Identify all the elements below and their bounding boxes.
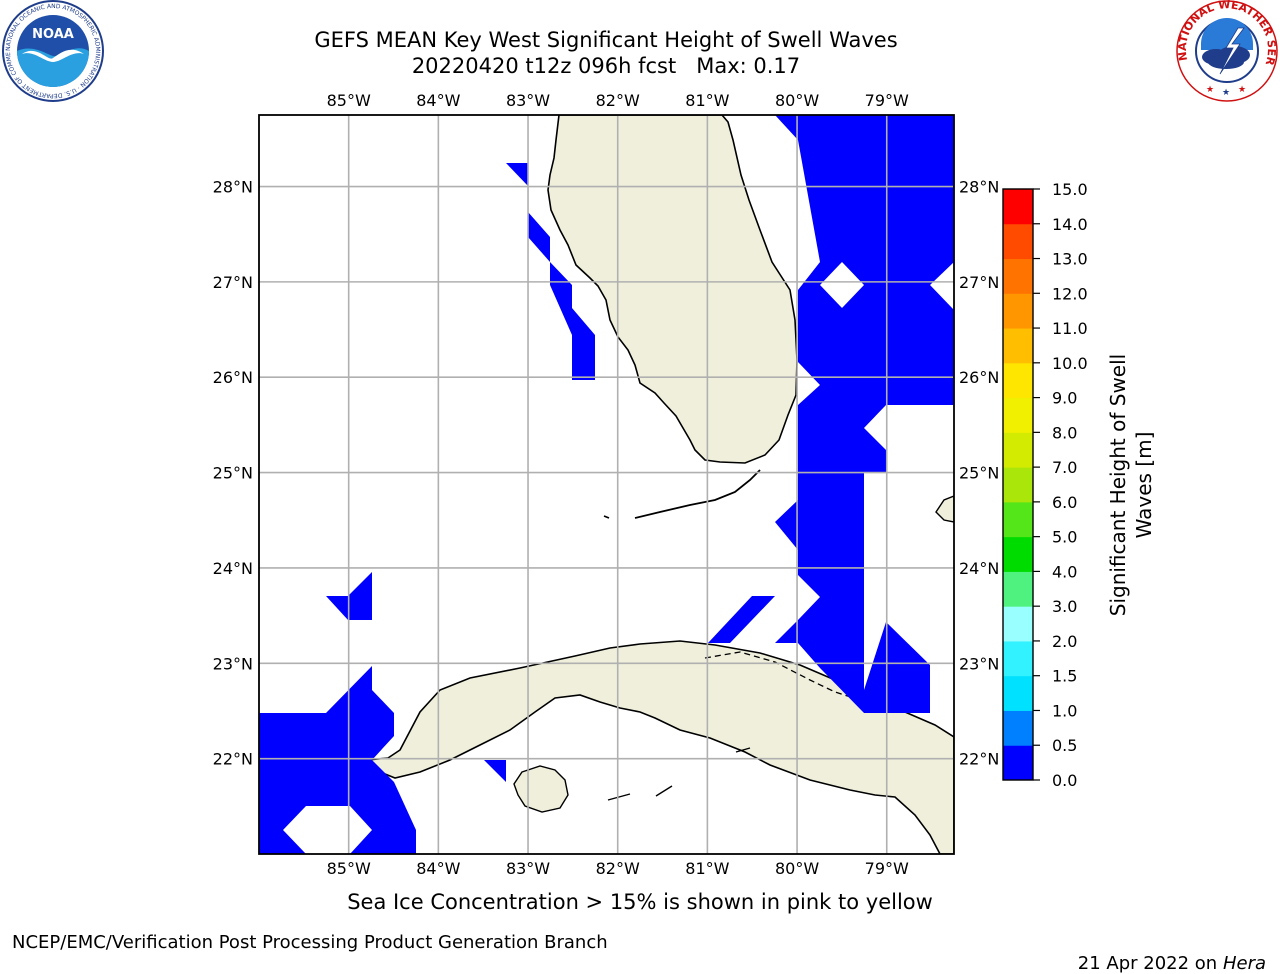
nws-logo: NATIONAL WEATHER SERVICE ★ ★ ★ — [1172, 0, 1278, 102]
colorbar-bin — [1003, 362, 1033, 399]
colorbar-bin — [1003, 640, 1033, 677]
noaa-logo-text: NOAA — [32, 27, 74, 42]
island-small — [603, 515, 610, 519]
colorbar-bin — [1003, 710, 1033, 746]
footer-credit: NCEP/EMC/Verification Post Processing Pr… — [12, 932, 608, 953]
colorbar-tick-label: 0.0 — [1052, 771, 1077, 790]
lat-tick-left: 25°N — [213, 464, 253, 483]
colorbar-bin — [1003, 745, 1033, 781]
colorbar-bin — [1003, 432, 1033, 468]
lat-tick-right: 25°N — [959, 464, 999, 483]
land-cuba — [350, 640, 954, 854]
lat-tick-left: 24°N — [213, 559, 253, 578]
lat-tick-right: 27°N — [959, 273, 999, 292]
lat-tick-right: 22°N — [959, 750, 999, 769]
footer-host: Hera — [1222, 953, 1266, 974]
map-title: GEFS MEAN Key West Significant Height of… — [314, 28, 898, 52]
swell-gulf-1 — [506, 163, 528, 186]
swell-yucatan-hole — [283, 806, 372, 854]
svg-text:★: ★ — [1238, 85, 1246, 95]
colorbar-tick-label: 4.0 — [1052, 562, 1077, 581]
colorbar-bin — [1003, 293, 1033, 329]
lat-tick-right: 28°N — [959, 178, 999, 197]
colorbar-tick-label: 8.0 — [1052, 423, 1077, 442]
lon-tick-top: 84°W — [416, 91, 460, 110]
svg-text:★: ★ — [1206, 85, 1214, 95]
swell-atlantic-hole — [820, 262, 864, 308]
sea-ice-note: Sea Ice Concentration > 15% is shown in … — [347, 890, 933, 914]
lon-tick-bottom: 85°W — [327, 859, 371, 878]
land-bahamas — [935, 495, 954, 523]
colorbar-tick-label: 10.0 — [1052, 354, 1088, 373]
colorbar-bin — [1003, 536, 1033, 572]
lon-tick-bottom: 84°W — [416, 859, 460, 878]
lon-tick-top: 80°W — [775, 91, 819, 110]
colorbar-tick-label: 6.0 — [1052, 493, 1077, 512]
cuba-north-cays — [704, 651, 861, 701]
colorbar-tick-label: 1.5 — [1052, 667, 1077, 686]
lat-tick-left: 28°N — [213, 178, 253, 197]
lat-tick-right: 24°N — [959, 559, 999, 578]
colorbar-tick-label: 12.0 — [1052, 284, 1088, 303]
colorbar-bin — [1003, 189, 1033, 225]
colorbar-bin — [1003, 501, 1033, 538]
colorbar-bin — [1003, 467, 1033, 503]
map-frame — [258, 114, 955, 855]
lon-tick-top: 81°W — [685, 91, 729, 110]
lon-tick-labels: 85°W 85°W 84°W 84°W 83°W 83°W 82°W 82°W 81°W 81°W… — [327, 91, 909, 878]
colorbar-tick-label: 14.0 — [1052, 215, 1088, 234]
lat-tick-left: 23°N — [213, 654, 253, 673]
swell-cuba-west — [484, 760, 506, 782]
lat-tick-left: 26°N — [213, 368, 253, 387]
colorbar-bin — [1003, 606, 1033, 642]
lon-tick-bottom: 83°W — [506, 859, 550, 878]
lon-tick-top: 85°W — [327, 91, 371, 110]
map-subtitle: 20220420 t12z 096h fcst Max: 0.17 — [411, 54, 801, 78]
swell-atlantic — [775, 115, 954, 713]
lon-tick-top: 83°W — [506, 91, 550, 110]
colorbar-bin — [1003, 675, 1033, 711]
svg-text:★: ★ — [1222, 88, 1230, 98]
colorbar-bin — [1003, 223, 1033, 260]
noaa-logo: NATIONAL OCEANIC AND ATMOSPHERIC ADMINIS… — [0, 0, 104, 102]
colorbar-tick-label: 3.0 — [1052, 597, 1077, 616]
colorbar-tick-label: 7.0 — [1052, 458, 1077, 477]
colorbar-tick-label: 1.0 — [1052, 701, 1077, 720]
colorbar-tick-label: 11.0 — [1052, 319, 1088, 338]
colorbar-bin — [1003, 328, 1033, 364]
colorbar: 15.0 14.0 13.0 12.0 11.0 10.0 9.0 8.0 7.0 6.0 5.0 4… — [1002, 180, 1088, 790]
lon-tick-bottom: 80°W — [775, 859, 819, 878]
colorbar-label: Significant Height of Swell Waves [m] — [1106, 353, 1156, 617]
lon-tick-bottom: 82°W — [596, 859, 640, 878]
colorbar-tick-label: 0.5 — [1052, 736, 1077, 755]
lat-tick-right: 26°N — [959, 368, 999, 387]
colorbar-bin — [1003, 258, 1033, 294]
colorbar-tick-label: 15.0 — [1052, 180, 1088, 199]
swell-gulf-2 — [528, 212, 595, 380]
lon-tick-top: 82°W — [596, 91, 640, 110]
colorbar-bin — [1003, 397, 1033, 433]
colorbar-tick-label: 9.0 — [1052, 389, 1077, 408]
florida-keys — [634, 469, 761, 519]
lon-tick-bottom: 81°W — [685, 859, 729, 878]
swell-areas — [259, 115, 954, 854]
footer-date-text: 21 Apr 2022 on — [1077, 953, 1223, 974]
swell-yucatan — [259, 666, 416, 854]
lon-tick-bottom: 79°W — [865, 859, 909, 878]
colorbar-bin — [1003, 571, 1033, 607]
colorbar-tick-label: 13.0 — [1052, 250, 1088, 269]
land-florida — [547, 115, 798, 464]
lat-tick-left: 27°N — [213, 273, 253, 292]
lat-tick-right: 23°N — [959, 654, 999, 673]
colorbar-tick-label: 2.0 — [1052, 632, 1077, 651]
colorbar-tick-label: 5.0 — [1052, 528, 1077, 547]
footer-date: 21 Apr 2022 on Hera — [1066, 932, 1266, 974]
swell-cay-sal — [708, 596, 775, 643]
lat-tick-left: 22°N — [213, 750, 253, 769]
lon-tick-top: 79°W — [865, 91, 909, 110]
lat-tick-labels: 28°N 28°N 27°N 27°N 26°N 26°N 25°N 25°N 24°N 24°N… — [213, 178, 1000, 769]
cuba-south-cays — [607, 747, 751, 801]
